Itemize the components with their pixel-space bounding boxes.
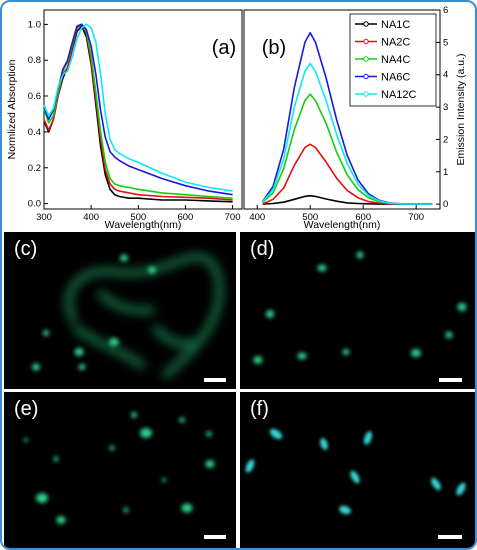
series-line-NA4C (261, 93, 433, 205)
x-axis-label: Wavelength(nm) (304, 219, 381, 231)
y-tick-label: 0.6 (28, 91, 41, 102)
series-line-NA6C (43, 23, 233, 196)
legend-marker-NA1C (363, 21, 369, 27)
x-tick-label: 500 (302, 212, 318, 223)
micrograph-e: (e) (4, 392, 236, 548)
panel-label-d: (d) (250, 238, 275, 260)
series-line-NA1C (43, 25, 233, 203)
legend-marker-NA6C (363, 73, 369, 80)
legend-label-NA6C: NA6C (381, 72, 410, 84)
legend-label-NA2C: NA2C (381, 37, 410, 49)
y-tick-label: 0.4 (28, 127, 41, 138)
y-axis-label: Emission Intensity (a.u.) (455, 53, 467, 165)
scale-bar-d (439, 378, 462, 382)
y-tick-label: 1.0 (28, 19, 41, 30)
scale-bar-c (204, 378, 226, 382)
y-tick-label: 2 (443, 134, 448, 145)
panel-label-b: (b) (262, 37, 286, 59)
micrograph-e-image (24, 412, 215, 524)
x-tick-label: 700 (225, 212, 241, 223)
series-line-NA12C (43, 23, 233, 192)
y-tick-label: 1 (443, 167, 448, 178)
scale-bar-e (204, 535, 226, 539)
x-tick-label: 600 (355, 212, 371, 223)
y-tick-label: 3 (443, 102, 448, 113)
micrograph-d: (d) (240, 232, 475, 389)
x-tick-label: 600 (177, 212, 193, 223)
plot-frame-1 (243, 9, 441, 210)
y-tick-label: 0.0 (28, 199, 41, 210)
series-line-NA12C (261, 62, 433, 205)
spectra-charts: 300 400 500 600 700 0.0 0.2 0.4 0.6 0.8 1.0 Wavelen… (6, 5, 467, 231)
x-tick-label: 500 (130, 212, 146, 223)
x-axis-label: Wavelength(nm) (105, 219, 182, 231)
micrograph-c-image (32, 252, 224, 380)
legend-label-NA1C: NA1C (381, 19, 410, 31)
x-tick-label: 700 (408, 212, 424, 223)
series-line-NA1C (262, 194, 433, 205)
panel-label-e: (e) (14, 398, 39, 420)
micrograph-d-image (253, 251, 467, 364)
panel-label-f: (f) (250, 398, 269, 420)
legend-label-NA4C: NA4C (381, 54, 410, 66)
y-tick-label: 0 (443, 199, 448, 210)
micrograph-f: (f) (240, 392, 475, 548)
y-tick-label: 4 (443, 70, 448, 81)
y-axis-label: Normlized Absorption (6, 59, 18, 159)
x-tick-label: 300 (36, 212, 52, 223)
panel-label-a: (a) (212, 37, 236, 59)
y-tick-label: 0.8 (28, 55, 41, 66)
x-tick-label: 400 (83, 212, 99, 223)
x-tick-label: 400 (249, 212, 265, 223)
series-line-NA2C (43, 23, 233, 201)
legend-marker-NA4C (363, 56, 369, 62)
panel-label-c: (c) (14, 238, 38, 260)
scale-bar-f (438, 535, 462, 539)
y-tick-label: 0.2 (28, 163, 41, 174)
y-tick-label: 6 (443, 5, 448, 16)
legend-marker-NA2C (363, 38, 369, 45)
legend-marker-NA12C (363, 91, 369, 97)
y-tick-label: 5 (443, 37, 448, 48)
micrograph-c: (c) (4, 232, 236, 389)
micrograph-f-image (245, 428, 466, 515)
legend-label-NA12C: NA12C (381, 89, 417, 101)
